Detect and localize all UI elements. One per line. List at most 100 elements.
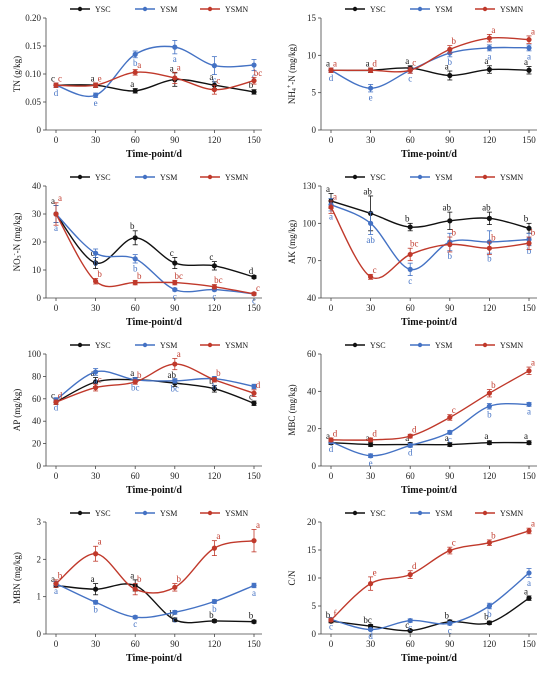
x-tick-label: 90 — [445, 471, 455, 481]
data-point — [211, 386, 217, 392]
legend-marker — [482, 174, 488, 180]
significance-letter: c — [212, 75, 216, 85]
significance-letter: b — [527, 246, 532, 256]
significance-letter: b — [524, 214, 529, 224]
series-line — [55, 370, 255, 401]
data-point — [132, 586, 138, 592]
x-axis-title: Time-point/d — [401, 317, 457, 328]
series-line — [55, 582, 255, 619]
significance-letter: d — [256, 380, 261, 390]
y-tick-label: 60 — [32, 394, 42, 404]
series-line — [330, 200, 530, 229]
y-tick-label: 0 — [312, 125, 317, 135]
significance-letter: a — [252, 588, 256, 598]
significance-letter: a — [130, 570, 134, 580]
x-axis-title: Time-point/d — [401, 485, 457, 496]
x-tick-label: 120 — [483, 135, 497, 145]
x-tick-label: 120 — [483, 303, 497, 313]
x-tick-label: 120 — [208, 303, 222, 313]
significance-letter: a — [491, 25, 495, 35]
x-tick-label: 30 — [91, 135, 101, 145]
significance-letter: c — [408, 74, 412, 84]
data-point — [93, 369, 99, 375]
data-point — [251, 582, 257, 589]
legend-label: YSC — [370, 509, 386, 518]
x-tick-label: 0 — [329, 471, 334, 481]
y-tick-label: 5 — [312, 88, 317, 98]
data-point — [93, 385, 99, 391]
series-line — [330, 597, 530, 632]
series-ysmn: ab b bc bcc — [53, 193, 260, 297]
legend-label: YSC — [370, 173, 386, 182]
y-tick-label: 0 — [37, 125, 42, 135]
legend-marker — [482, 510, 488, 516]
series-ysm: d e d c b a — [328, 401, 532, 468]
data-point — [251, 78, 257, 84]
significance-letter: a — [531, 519, 535, 529]
significance-letter: b — [531, 227, 536, 237]
x-tick-label: 90 — [445, 135, 455, 145]
x-tick-label: 30 — [366, 471, 376, 481]
data-point — [486, 45, 492, 51]
significance-letter: b — [216, 368, 221, 378]
data-point — [486, 440, 492, 446]
data-point — [407, 224, 413, 230]
significance-letter: ab — [366, 235, 375, 245]
significance-letter: a — [91, 73, 95, 83]
x-tick-label: 0 — [54, 471, 59, 481]
data-point — [211, 377, 217, 383]
y-tick-label: 1 — [37, 592, 42, 602]
significance-letter: a — [173, 54, 177, 64]
significance-letter: a — [209, 72, 213, 82]
data-point — [368, 274, 374, 280]
significance-letter: a — [177, 349, 181, 359]
significance-letter: a — [333, 58, 337, 68]
legend-marker — [207, 174, 213, 180]
data-point — [251, 619, 257, 625]
x-tick-label: 90 — [445, 303, 455, 313]
significance-letter: e — [373, 567, 377, 577]
chart-svg: 0 20 40 60 0 30 60 90 120 150 Time-point/d MBC (mg/… — [287, 341, 537, 496]
significance-letter: a — [527, 407, 531, 417]
data-point — [53, 211, 59, 217]
significance-letter: a — [170, 63, 174, 73]
significance-letter: bc — [131, 382, 140, 392]
y-axis-label: MBC (mg/kg) — [287, 384, 297, 435]
significance-letter: b — [448, 251, 453, 261]
legend-label: YSC — [95, 5, 111, 14]
data-point — [93, 82, 99, 88]
x-axis-title: Time-point/d — [126, 485, 182, 496]
y-tick-label: 80 — [32, 371, 42, 381]
data-point — [526, 440, 532, 446]
legend-marker — [142, 342, 148, 348]
data-point — [486, 603, 492, 609]
x-tick-label: 30 — [366, 639, 376, 649]
significance-letter: a — [256, 520, 260, 530]
significance-letter: bc — [214, 275, 223, 285]
legend-label: YSM — [435, 5, 452, 14]
significance-letter: a — [524, 586, 528, 596]
chart-panel-6: 0 20 40 60 0 30 60 90 120 150 Time-point/d MBC (mg/… — [275, 336, 550, 504]
y-tick-label: 10 — [32, 265, 42, 275]
chart-svg: 0 0.05 0.10 0.15 0.20 0 30 60 90 120 150 Time-point… — [12, 5, 262, 160]
series-line — [330, 67, 530, 77]
data-point — [211, 63, 217, 69]
data-point — [407, 67, 413, 73]
data-point — [328, 437, 334, 443]
data-point — [172, 378, 178, 384]
significance-letter: a — [91, 574, 95, 584]
data-point — [172, 260, 178, 266]
significance-letter: b — [97, 269, 102, 279]
chart-svg: 0 20 40 60 80 100 0 30 60 90 120 150 Time-point/d AP … — [12, 341, 262, 496]
y-tick-label: 10 — [307, 573, 317, 583]
x-tick-label: 60 — [406, 471, 416, 481]
significance-letter: b — [212, 381, 217, 391]
data-point — [53, 399, 59, 405]
data-point — [132, 256, 138, 262]
significance-letter: b — [452, 36, 457, 46]
